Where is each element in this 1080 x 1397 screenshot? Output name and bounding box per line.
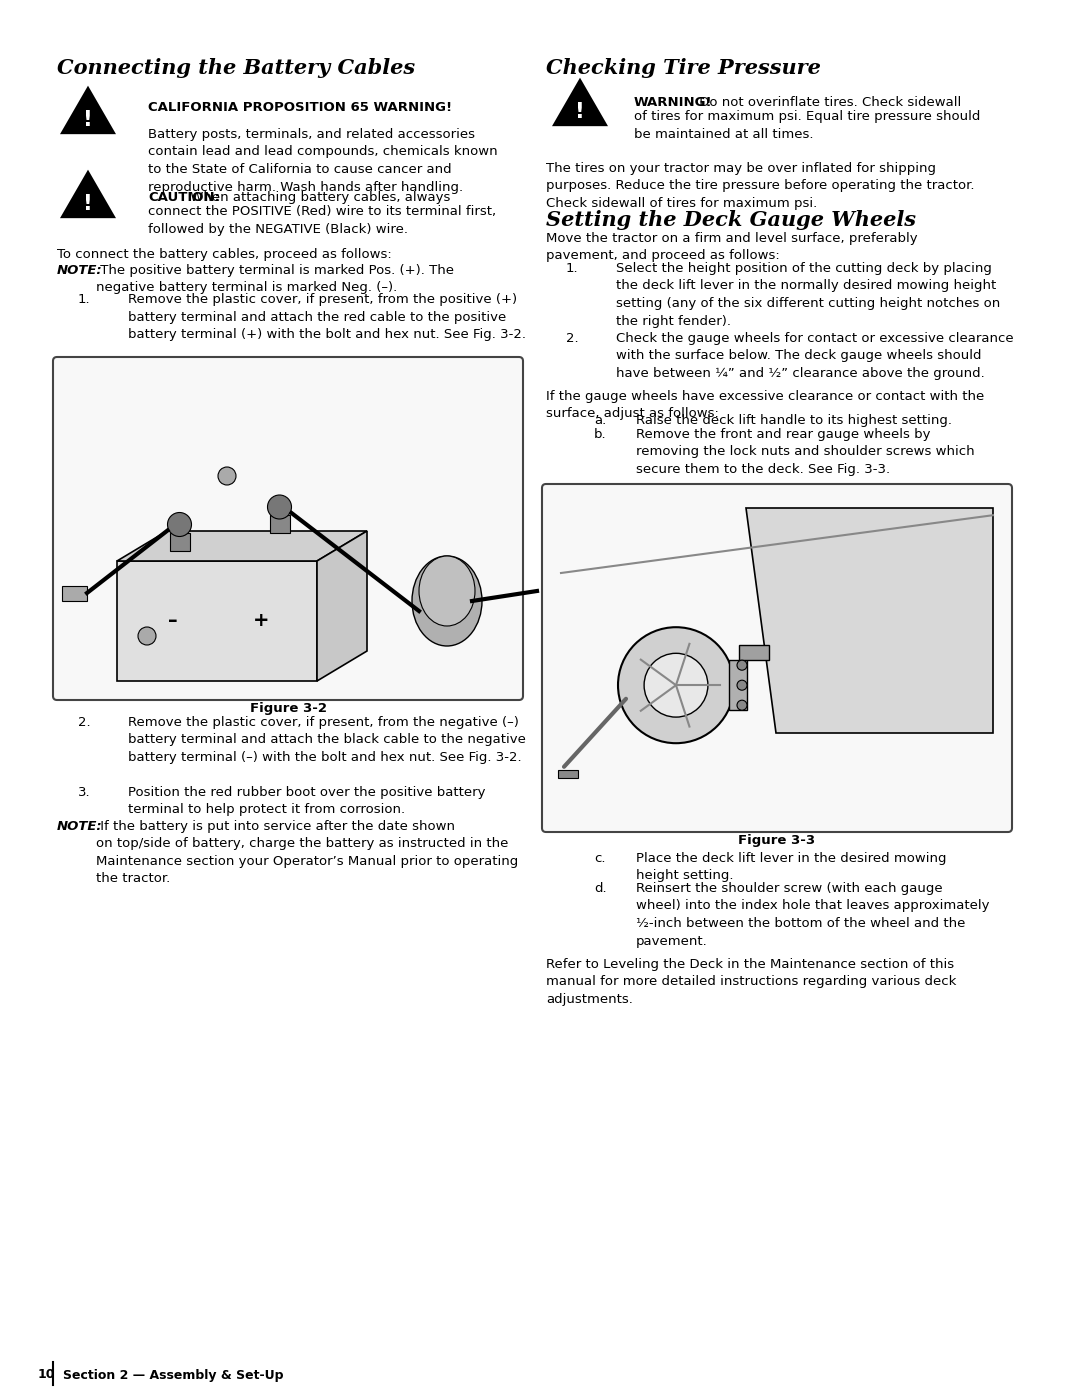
Text: WARNING!: WARNING! — [634, 96, 713, 109]
Text: Check the gauge wheels for contact or excessive clearance
with the surface below: Check the gauge wheels for contact or ex… — [616, 332, 1014, 380]
Text: Position the red rubber boot over the positive battery
terminal to help protect : Position the red rubber boot over the po… — [129, 787, 486, 816]
Text: NOTE:: NOTE: — [57, 820, 103, 833]
Text: connect the POSITIVE (Red) wire to its terminal first,
followed by the NEGATIVE : connect the POSITIVE (Red) wire to its t… — [148, 205, 496, 236]
Polygon shape — [117, 531, 367, 562]
Text: –: – — [168, 612, 178, 630]
Text: a.: a. — [594, 414, 606, 427]
Text: Raise the deck lift handle to its highest setting.: Raise the deck lift handle to its highes… — [636, 414, 951, 427]
Text: 2.: 2. — [566, 332, 579, 345]
Text: Remove the plastic cover, if present, from the positive (+)
battery terminal and: Remove the plastic cover, if present, fr… — [129, 293, 526, 341]
Circle shape — [737, 661, 747, 671]
Text: CALIFORNIA PROPOSITION 65 WARNING!: CALIFORNIA PROPOSITION 65 WARNING! — [148, 101, 453, 115]
Text: of tires for maximum psi. Equal tire pressure should
be maintained at all times.: of tires for maximum psi. Equal tire pre… — [634, 110, 981, 141]
Circle shape — [737, 680, 747, 690]
Bar — [170, 532, 189, 550]
Text: Figure 3-2: Figure 3-2 — [249, 703, 326, 715]
FancyBboxPatch shape — [53, 358, 523, 700]
Polygon shape — [117, 562, 318, 680]
Text: 2.: 2. — [78, 717, 91, 729]
Text: Checking Tire Pressure: Checking Tire Pressure — [546, 59, 821, 78]
FancyBboxPatch shape — [542, 483, 1012, 833]
Circle shape — [167, 513, 191, 536]
Text: Section 2 — Assembly & Set-Up: Section 2 — Assembly & Set-Up — [63, 1369, 283, 1382]
Bar — [739, 645, 769, 661]
Text: Refer to Leveling the Deck in the Maintenance section of this
manual for more de: Refer to Leveling the Deck in the Mainte… — [546, 958, 957, 1006]
Circle shape — [737, 700, 747, 710]
Text: Move the tractor on a firm and level surface, preferably
pavement, and proceed a: Move the tractor on a firm and level sur… — [546, 232, 918, 263]
Text: !: ! — [83, 110, 93, 130]
Text: 10: 10 — [38, 1369, 55, 1382]
Text: c.: c. — [594, 852, 606, 865]
Text: If the gauge wheels have excessive clearance or contact with the
surface, adjust: If the gauge wheels have excessive clear… — [546, 390, 984, 420]
Text: When attaching battery cables, always: When attaching battery cables, always — [186, 191, 450, 204]
Bar — [558, 770, 578, 778]
Text: If the battery is put into service after the date shown
on top/side of battery, : If the battery is put into service after… — [96, 820, 518, 886]
Text: !: ! — [83, 194, 93, 214]
Text: Reinsert the shoulder screw (with each gauge
wheel) into the index hole that lea: Reinsert the shoulder screw (with each g… — [636, 882, 989, 947]
Polygon shape — [60, 169, 116, 218]
Bar — [729, 661, 747, 710]
Circle shape — [618, 627, 734, 743]
Bar — [62, 585, 87, 601]
Text: NOTE:: NOTE: — [57, 264, 103, 277]
Text: Figure 3-3: Figure 3-3 — [739, 834, 815, 847]
Polygon shape — [746, 509, 993, 733]
Text: b.: b. — [594, 427, 607, 441]
Polygon shape — [552, 78, 608, 126]
Text: 3.: 3. — [78, 787, 91, 799]
Circle shape — [644, 654, 707, 717]
Text: 1.: 1. — [78, 293, 91, 306]
Polygon shape — [60, 85, 116, 134]
Bar — [270, 515, 289, 534]
Text: d.: d. — [594, 882, 607, 895]
Text: Remove the front and rear gauge wheels by
removing the lock nuts and shoulder sc: Remove the front and rear gauge wheels b… — [636, 427, 974, 476]
Text: To connect the battery cables, proceed as follows:: To connect the battery cables, proceed a… — [57, 249, 392, 261]
Text: Place the deck lift lever in the desired mowing
height setting.: Place the deck lift lever in the desired… — [636, 852, 946, 883]
Text: Select the height position of the cutting deck by placing
the deck lift lever in: Select the height position of the cuttin… — [616, 263, 1000, 327]
Polygon shape — [318, 531, 367, 680]
Text: Remove the plastic cover, if present, from the negative (–)
battery terminal and: Remove the plastic cover, if present, fr… — [129, 717, 526, 764]
Text: The positive battery terminal is marked Pos. (+). The
negative battery terminal : The positive battery terminal is marked … — [96, 264, 454, 295]
Text: CAUTION:: CAUTION: — [148, 191, 220, 204]
Text: +: + — [253, 612, 269, 630]
Circle shape — [218, 467, 237, 485]
Circle shape — [268, 495, 292, 520]
Text: Connecting the Battery Cables: Connecting the Battery Cables — [57, 59, 415, 78]
Text: !: ! — [576, 102, 585, 123]
Text: Battery posts, terminals, and related accessories
contain lead and lead compound: Battery posts, terminals, and related ac… — [148, 129, 498, 194]
Text: 1.: 1. — [566, 263, 579, 275]
Ellipse shape — [411, 556, 482, 645]
Ellipse shape — [419, 556, 475, 626]
Text: Do not overinflate tires. Check sidewall: Do not overinflate tires. Check sidewall — [696, 96, 961, 109]
Text: Setting the Deck Gauge Wheels: Setting the Deck Gauge Wheels — [546, 210, 916, 231]
Text: The tires on your tractor may be over inflated for shipping
purposes. Reduce the: The tires on your tractor may be over in… — [546, 162, 974, 210]
Circle shape — [138, 627, 156, 645]
